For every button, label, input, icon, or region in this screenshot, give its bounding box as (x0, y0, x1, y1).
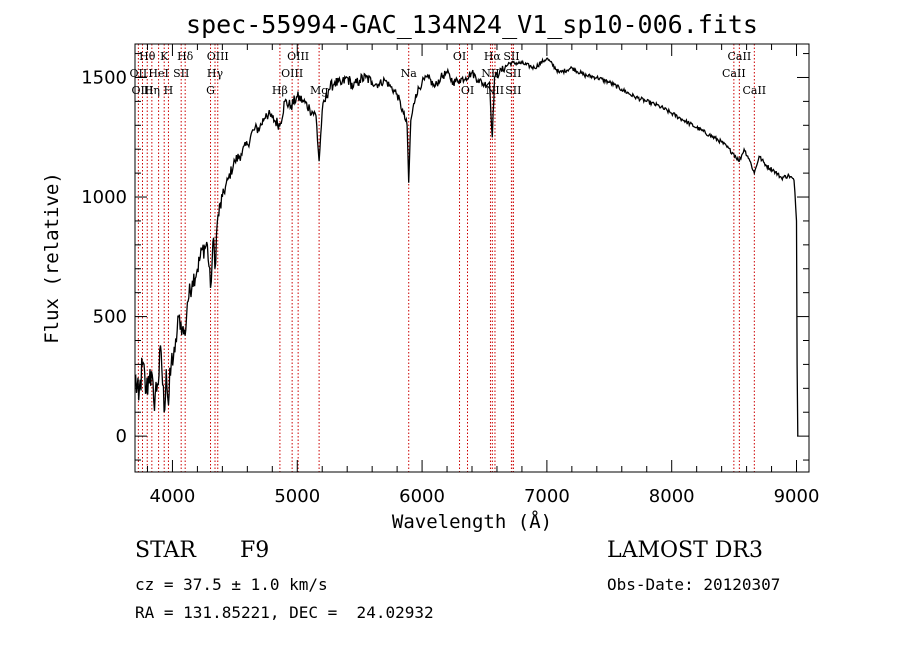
line-label-1: OII (130, 67, 148, 80)
emission-line-labels: Hθ OII OIII K HeI Hη SII H Hδ OIII Hγ G OIII OIII Hβ Mg… (130, 50, 767, 97)
line-label-19: Hα (484, 50, 502, 63)
y-axis-label: Flux (relative) (41, 172, 63, 344)
line-label-4: HeI (148, 67, 168, 80)
line-label-2: OIII (131, 84, 153, 97)
object-subclass: F9 (240, 538, 270, 563)
line-label-12: OIII (287, 50, 309, 63)
line-label-5: Hη (144, 84, 160, 97)
coordinates: RA = 131.85221, DEC = 24.02932 (135, 603, 434, 622)
x-axis-label: Wavelength (Å) (392, 510, 552, 533)
line-label-14: Hβ (272, 84, 288, 97)
survey-name: LAMOST DR3 (607, 538, 763, 563)
line-label-3: K (160, 50, 169, 63)
line-label-18: OI (461, 84, 474, 97)
line-label-21: NII (486, 84, 504, 97)
line-label-25: CaII (728, 50, 752, 63)
chart-title: spec-55994-GAC_134N24_V1_sp10-006.fits (186, 10, 758, 39)
spectrum-line (134, 57, 799, 437)
line-label-7: H (164, 84, 174, 97)
y-tick-label: 1000 (81, 187, 127, 208)
line-label-10: Hγ (207, 67, 224, 80)
line-label-6: SII (173, 67, 189, 80)
line-label-9: OIII (207, 50, 229, 63)
line-label-15: Mg (310, 84, 328, 97)
line-label-27: CaII (742, 84, 766, 97)
line-label-24: SII (505, 84, 521, 97)
emission-line-markers (137, 44, 755, 472)
line-label-0: Hθ (139, 50, 156, 63)
y-tick-label: 0 (116, 426, 127, 447)
line-label-11: G (206, 84, 215, 97)
object-class: STAR (135, 538, 196, 563)
x-tick-label: 7000 (524, 486, 570, 507)
line-label-26: CaII (722, 67, 746, 80)
x-tick-label: 6000 (399, 486, 445, 507)
line-label-8: Hδ (177, 50, 194, 63)
line-label-16: Na (401, 67, 418, 80)
y-tick-label: 1500 (81, 67, 127, 88)
y-tick-label: 500 (93, 307, 127, 328)
plot-frame (134, 43, 810, 473)
x-tick-label: 5000 (274, 486, 320, 507)
redshift-value: cz = 37.5 ± 1.0 km/s (135, 575, 328, 594)
line-label-23: SII (505, 67, 521, 80)
line-label-13: OIII (281, 67, 303, 80)
y-axis-ticks: 0 500 1000 1500 (81, 53, 809, 461)
observation-date: Obs-Date: 20120307 (607, 575, 781, 594)
x-tick-label: 9000 (774, 486, 820, 507)
line-label-22: SII (503, 50, 519, 63)
x-tick-label: 4000 (150, 486, 196, 507)
x-axis-ticks: 4000 5000 6000 7000 8000 9000 (146, 44, 820, 507)
line-label-17: OI (453, 50, 466, 63)
x-tick-label: 8000 (649, 486, 695, 507)
